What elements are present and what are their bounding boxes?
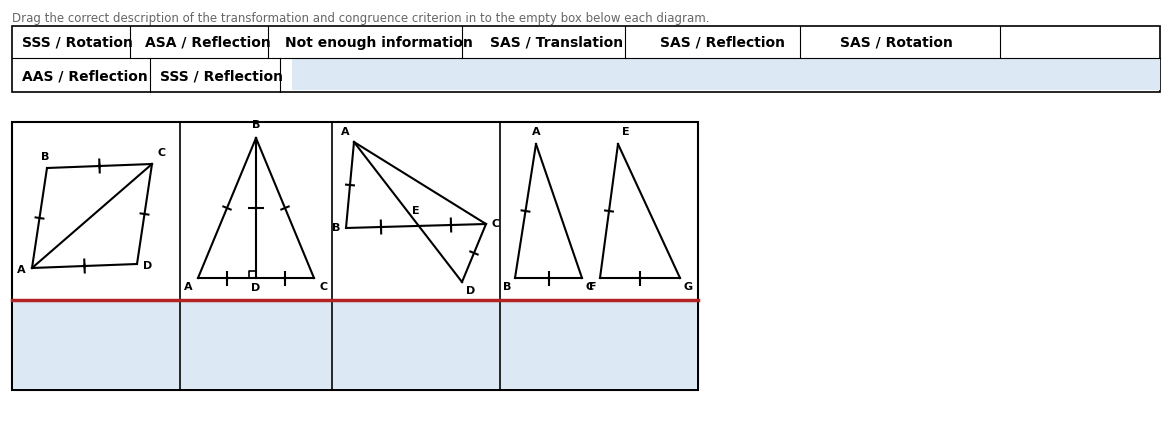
Text: B: B — [41, 152, 49, 162]
Text: B: B — [331, 223, 340, 233]
Text: D: D — [143, 261, 152, 271]
Bar — [13, 301, 179, 389]
Text: SAS / Reflection: SAS / Reflection — [660, 36, 785, 50]
Text: E: E — [412, 206, 420, 216]
Bar — [501, 301, 697, 389]
Text: A: A — [185, 282, 193, 292]
Text: Not enough information: Not enough information — [285, 36, 473, 50]
Bar — [181, 301, 331, 389]
Text: B: B — [503, 282, 511, 292]
Text: SSS / Reflection: SSS / Reflection — [160, 69, 283, 83]
Text: SAS / Rotation: SAS / Rotation — [840, 36, 952, 50]
Text: AAS / Reflection: AAS / Reflection — [22, 69, 147, 83]
Text: A: A — [18, 265, 26, 275]
Text: E: E — [622, 127, 629, 137]
Bar — [292, 58, 1159, 90]
Text: SAS / Translation: SAS / Translation — [490, 36, 624, 50]
Text: A: A — [531, 127, 541, 137]
Text: D: D — [466, 286, 475, 296]
Text: C: C — [586, 282, 594, 292]
Text: F: F — [589, 282, 596, 292]
Text: SSS / Rotation: SSS / Rotation — [22, 36, 133, 50]
Bar — [12, 26, 1159, 92]
Text: A: A — [342, 127, 350, 137]
Text: B: B — [252, 120, 260, 130]
Text: D: D — [252, 283, 261, 293]
Text: C: C — [319, 282, 328, 292]
Text: C: C — [158, 148, 166, 158]
Bar — [12, 122, 698, 390]
Text: Drag the correct description of the transformation and congruence criterion in t: Drag the correct description of the tran… — [12, 12, 709, 25]
Text: C: C — [493, 219, 500, 229]
Text: G: G — [684, 282, 693, 292]
Bar — [333, 301, 498, 389]
Text: ASA / Reflection: ASA / Reflection — [145, 36, 270, 50]
